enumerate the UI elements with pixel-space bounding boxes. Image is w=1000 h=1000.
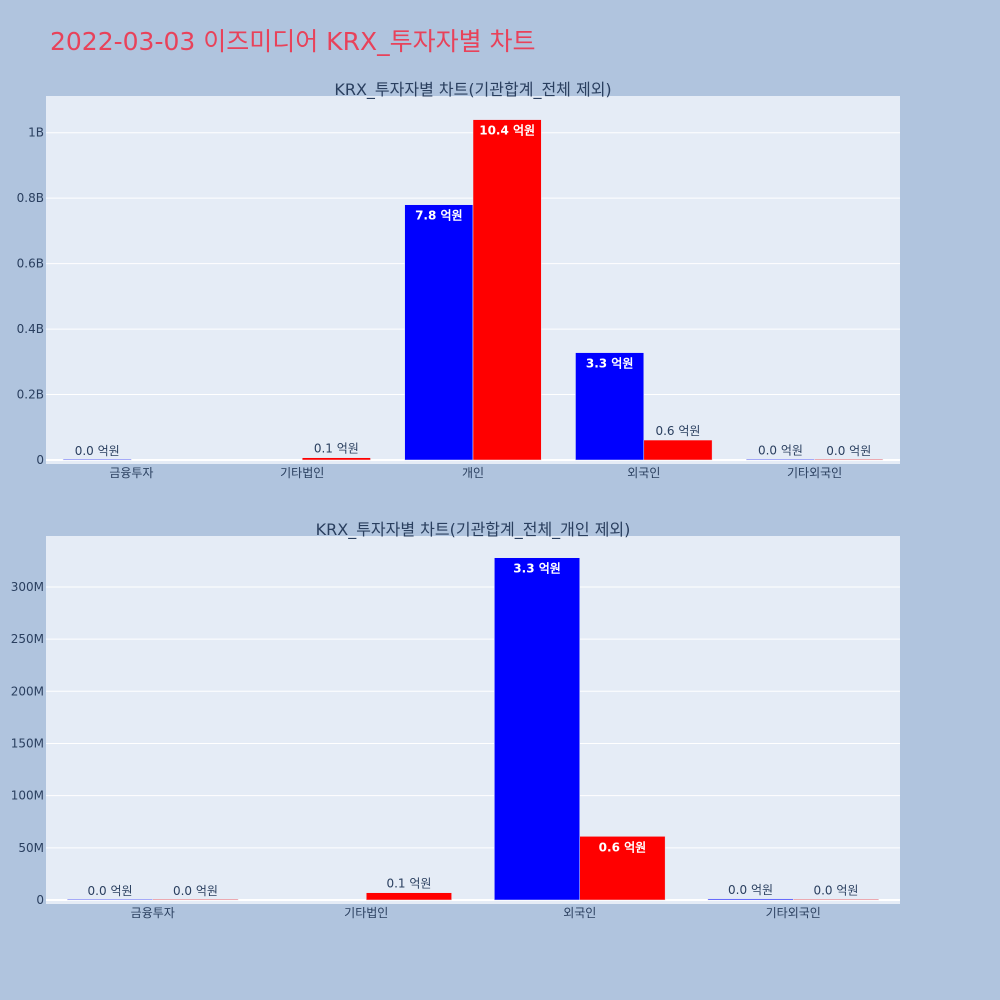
x-tick-label: 개인 (462, 466, 484, 480)
y-tick-label: 150M (11, 736, 44, 750)
x-tick-label: 외국인 (627, 466, 660, 480)
x-tick-label: 기타법인 (280, 466, 324, 480)
y-tick-label: 0.2B (17, 388, 44, 402)
data-label: 0.0 억원 (88, 884, 133, 898)
chart-1: 0.0 억원 0.1 억원 7.8 억원 10.4 억원 3.3 억원 0.6 억원 0.0… (17, 80, 900, 480)
data-label: 0.6 억원 (655, 424, 700, 438)
bar-series-b (643, 439, 713, 461)
x-tick-label: 기타외국인 (766, 906, 821, 920)
y-tick-label: 0 (36, 893, 44, 907)
data-label: 10.4 억원 (479, 124, 535, 138)
bar-series-a (62, 458, 132, 461)
chart-2-title: KRX_투자자별 차트(기관합계_전체_개인 제외) (316, 520, 631, 540)
bar-series-a (575, 352, 645, 461)
data-label: 3.3 억원 (586, 357, 634, 371)
data-label: 0.1 억원 (314, 442, 359, 456)
data-label: 0.6 억원 (599, 840, 647, 854)
data-label: 0.0 억원 (826, 444, 871, 458)
data-label: 0.1 억원 (386, 877, 431, 891)
x-tick-label: 금융투자 (109, 466, 153, 480)
x-tick-label: 기타법인 (344, 906, 388, 920)
y-tick-label: 0.4B (17, 322, 44, 336)
bar-series-b (472, 119, 542, 461)
bar-series-a (404, 204, 474, 461)
bar-series-b (152, 898, 239, 901)
data-label: 0.0 억원 (758, 444, 803, 458)
y-tick-label: 250M (11, 632, 44, 646)
y-tick-label: 100M (11, 789, 44, 803)
bar-series-b (579, 836, 666, 901)
bar-series-b (793, 898, 879, 901)
plot-area-2 (46, 536, 900, 904)
y-tick-label: 0.8B (17, 191, 44, 205)
chart-1-title: KRX_투자자별 차트(기관합계_전체 제외) (334, 80, 611, 100)
data-label: 0.0 억원 (173, 884, 218, 898)
data-label: 7.8 억원 (415, 209, 463, 223)
data-label: 3.3 억원 (513, 562, 561, 576)
y-tick-label: 0 (36, 453, 44, 467)
x-tick-label: 기타외국인 (787, 466, 842, 480)
y-tick-label: 1B (28, 126, 44, 140)
bar-series-a (67, 898, 153, 901)
y-tick-label: 0.6B (17, 257, 44, 271)
bar-series-b (814, 458, 884, 461)
bar-series-a (494, 557, 581, 901)
y-tick-label: 50M (18, 841, 44, 855)
data-label: 0.0 억원 (75, 444, 120, 458)
data-label: 0.0 억원 (728, 883, 773, 897)
chart-2: 0.0 억원 0.0 억원 0.1 억원 3.3 억원 0.6 억원 0.0 억원 0.0 … (11, 520, 900, 920)
x-tick-label: 금융투자 (131, 906, 175, 920)
bar-series-b (301, 457, 371, 461)
bar-series-a (746, 458, 815, 461)
bar-series-a (707, 898, 794, 901)
data-label: 0.0 억원 (813, 883, 858, 897)
x-tick-label: 외국인 (563, 906, 596, 920)
figure-title: 2022-03-03 이즈미디어 KRX_투자자별 차트 (50, 27, 536, 56)
bar-series-b (366, 892, 452, 901)
y-tick-label: 300M (11, 580, 44, 594)
y-tick-label: 200M (11, 684, 44, 698)
